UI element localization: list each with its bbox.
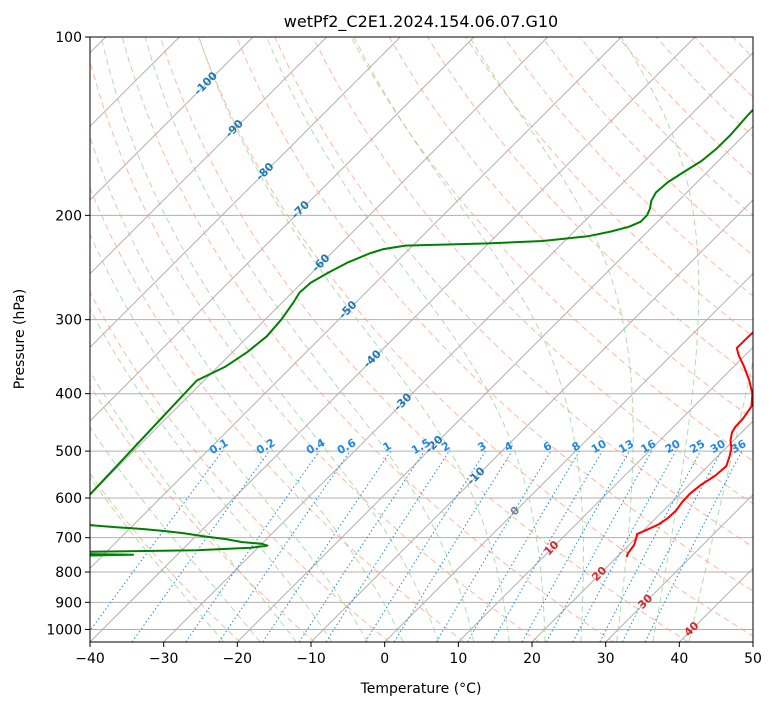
isotherm-line <box>90 37 622 570</box>
mixing-ratio-line <box>545 450 653 642</box>
moist-adiabat <box>353 37 584 642</box>
mixing-ratio-line <box>218 450 351 642</box>
isotherm-line <box>457 346 753 642</box>
grid-layer <box>90 37 753 642</box>
isotherm-line <box>384 272 753 642</box>
x-tick-label: 10 <box>449 651 467 667</box>
dry-adiabat <box>274 37 753 548</box>
y-tick-label: 900 <box>55 595 82 611</box>
isotherm-line <box>163 51 753 642</box>
moist-adiabat <box>144 37 475 642</box>
x-tick-label: 50 <box>744 651 762 667</box>
y-tick-label: 400 <box>55 387 82 403</box>
isotherm-line <box>531 420 753 642</box>
y-tick-label: 200 <box>55 208 82 224</box>
dry-adiabat <box>90 59 540 642</box>
moist-adiabat <box>100 37 439 642</box>
dry-adiabat <box>388 37 753 420</box>
y-tick-label: 300 <box>55 313 82 329</box>
mixing-ratio-line <box>90 450 223 632</box>
moist-adiabat <box>198 37 510 642</box>
x-tick-label: 0 <box>380 651 389 667</box>
isotherm-line <box>310 199 753 642</box>
dry-adiabat <box>426 37 753 378</box>
dry-adiabat <box>198 37 753 637</box>
y-tick-label: 800 <box>55 565 82 581</box>
mixing-ratio-line <box>393 450 513 642</box>
dry-adiabat <box>236 37 753 592</box>
y-tick-label: 600 <box>55 491 82 507</box>
x-tick-label: −10 <box>296 651 326 667</box>
y-axis-title: Pressure (hPa) <box>12 289 28 389</box>
mixing-ratio-line <box>131 450 270 642</box>
dry-adiabat <box>465 37 753 338</box>
isotherm-line <box>90 37 475 422</box>
x-tick-label: 20 <box>523 651 541 667</box>
x-tick-label: 40 <box>670 651 688 667</box>
isotherm-line <box>90 37 549 496</box>
dry-adiabat <box>90 472 241 642</box>
mixing-ratio-line <box>644 450 743 642</box>
mixing-ratio-line <box>325 450 450 642</box>
isotherm-line <box>605 493 753 642</box>
isotherm-line <box>90 37 401 349</box>
isotherm-line <box>90 37 254 201</box>
moist-adiabat <box>90 370 297 642</box>
dry-adiabat <box>159 37 689 642</box>
x-axis: −40 −30 −20 −10 0 10 20 30 40 50 <box>75 642 762 667</box>
x-tick-label: −30 <box>149 651 179 667</box>
dewpoint-profile <box>90 108 753 557</box>
moist-adiabat <box>90 135 404 642</box>
dry-adiabat <box>90 291 390 642</box>
isotherm-line <box>236 125 753 642</box>
dry-adiabat <box>312 37 753 505</box>
moist-adiabat <box>688 358 753 642</box>
x-tick-label: −40 <box>75 651 105 667</box>
x-tick-label: 30 <box>597 651 615 667</box>
isotherm-line <box>90 37 696 642</box>
x-axis-title: Temperature (°C) <box>360 681 482 697</box>
dry-adiabat <box>350 37 753 462</box>
dry-adiabat <box>90 384 316 642</box>
dry-adiabat <box>90 186 465 642</box>
chart-title: wetPf2_C2E1.2024.154.06.07.G10 <box>284 12 558 32</box>
moist-adiabat <box>266 37 546 642</box>
dry-adiabat <box>503 37 753 297</box>
moist-adiabat <box>90 232 369 642</box>
plot-frame <box>89 36 754 643</box>
y-tick-label: 1000 <box>46 622 82 638</box>
mixing-ratio-line <box>185 450 320 642</box>
mixing-ratio-line <box>521 450 630 642</box>
y-axis: 100 200 300 400 500 600 700 800 900 1000 <box>46 30 90 638</box>
mixing-ratio-line <box>572 450 677 642</box>
isotherm-line <box>90 37 328 275</box>
thermo-lines <box>90 37 753 642</box>
sounding-profiles <box>90 108 753 558</box>
moist-adiabat <box>90 308 333 642</box>
y-tick-label: 100 <box>55 30 82 46</box>
y-tick-label: 700 <box>55 531 82 547</box>
y-tick-label: 500 <box>55 444 82 460</box>
mixing-ratio-line <box>298 450 425 642</box>
dry-adiabat <box>121 37 614 642</box>
x-tick-label: −20 <box>223 651 253 667</box>
mixing-ratio-line <box>262 450 392 642</box>
moist-adiabat <box>90 426 261 642</box>
temperature-profile <box>625 330 753 558</box>
moist-adiabat <box>620 37 700 642</box>
